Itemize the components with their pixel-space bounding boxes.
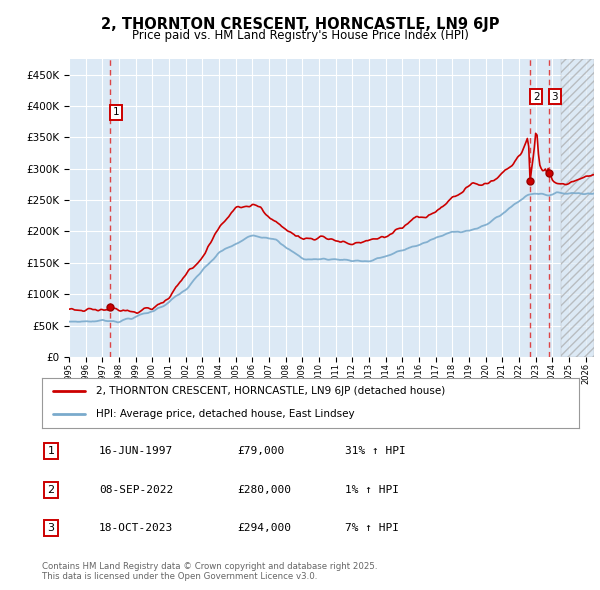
Text: 1: 1 bbox=[113, 107, 119, 117]
Text: 2, THORNTON CRESCENT, HORNCASTLE, LN9 6JP: 2, THORNTON CRESCENT, HORNCASTLE, LN9 6J… bbox=[101, 17, 499, 32]
Text: 2, THORNTON CRESCENT, HORNCASTLE, LN9 6JP (detached house): 2, THORNTON CRESCENT, HORNCASTLE, LN9 6J… bbox=[96, 386, 445, 396]
Text: £280,000: £280,000 bbox=[237, 485, 291, 494]
Text: 16-JUN-1997: 16-JUN-1997 bbox=[99, 447, 173, 456]
Text: 3: 3 bbox=[551, 91, 558, 101]
Text: £294,000: £294,000 bbox=[237, 523, 291, 533]
Text: Contains HM Land Registry data © Crown copyright and database right 2025.
This d: Contains HM Land Registry data © Crown c… bbox=[42, 562, 377, 581]
Text: 3: 3 bbox=[47, 523, 55, 533]
Text: Price paid vs. HM Land Registry's House Price Index (HPI): Price paid vs. HM Land Registry's House … bbox=[131, 29, 469, 42]
Text: 1: 1 bbox=[47, 447, 55, 456]
Text: 31% ↑ HPI: 31% ↑ HPI bbox=[345, 447, 406, 456]
Text: 2: 2 bbox=[533, 91, 539, 101]
Text: £79,000: £79,000 bbox=[237, 447, 284, 456]
Text: 1% ↑ HPI: 1% ↑ HPI bbox=[345, 485, 399, 494]
Text: 2: 2 bbox=[47, 485, 55, 494]
Text: 08-SEP-2022: 08-SEP-2022 bbox=[99, 485, 173, 494]
Text: 7% ↑ HPI: 7% ↑ HPI bbox=[345, 523, 399, 533]
Text: 18-OCT-2023: 18-OCT-2023 bbox=[99, 523, 173, 533]
Text: HPI: Average price, detached house, East Lindsey: HPI: Average price, detached house, East… bbox=[96, 409, 355, 419]
